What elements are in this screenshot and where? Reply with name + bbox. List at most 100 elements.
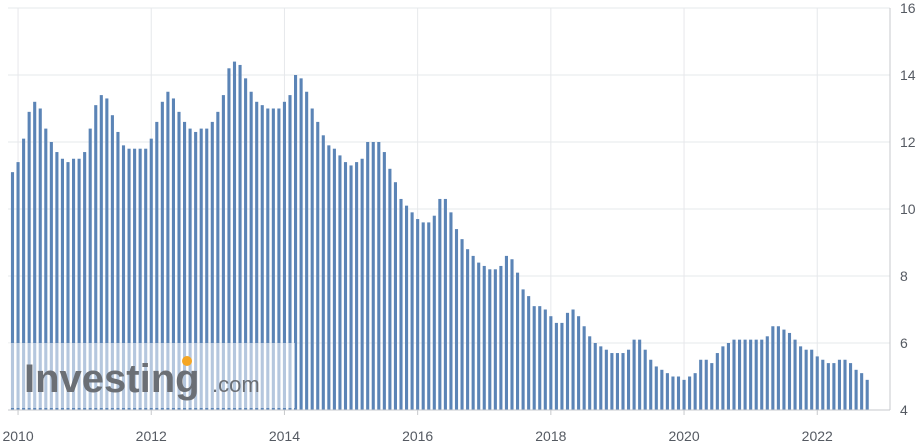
bar — [704, 359, 708, 410]
bar — [849, 363, 853, 410]
bar — [826, 363, 830, 410]
bar — [327, 145, 331, 410]
bar — [160, 101, 164, 411]
bar — [799, 346, 803, 410]
bar — [710, 363, 714, 410]
bar — [83, 152, 87, 411]
bar — [749, 339, 753, 410]
bar — [249, 91, 253, 410]
bar — [127, 148, 131, 410]
bar — [255, 101, 259, 411]
bar — [49, 142, 53, 410]
bar — [571, 309, 575, 410]
bar-series — [10, 61, 869, 411]
bar — [732, 339, 736, 410]
bar — [66, 162, 70, 410]
bar — [654, 366, 658, 410]
bar — [810, 349, 814, 410]
bar — [105, 98, 109, 410]
bar — [477, 262, 481, 410]
bar — [44, 128, 48, 410]
bar — [138, 148, 142, 410]
bar — [516, 272, 520, 410]
bar — [355, 162, 359, 410]
bar — [482, 265, 486, 410]
bar — [405, 205, 409, 410]
bar — [532, 306, 536, 410]
bar — [171, 98, 175, 410]
bar — [743, 339, 747, 410]
bar — [688, 376, 692, 410]
bar — [10, 172, 15, 410]
bar — [166, 91, 170, 410]
x-tick-label: 2022 — [802, 428, 833, 444]
bar — [382, 152, 386, 411]
bar — [77, 158, 81, 410]
bar — [199, 128, 203, 410]
bar — [815, 356, 819, 410]
bar — [16, 162, 20, 410]
investing-watermark: Investing .com — [8, 343, 295, 408]
bar — [149, 138, 153, 410]
bar — [499, 265, 503, 410]
bar — [277, 108, 281, 410]
bar — [527, 296, 531, 410]
bar — [221, 95, 225, 410]
bar — [793, 339, 797, 410]
bar — [549, 316, 553, 410]
bar — [72, 158, 76, 410]
bar — [116, 131, 120, 410]
bar — [349, 165, 353, 410]
bar — [399, 198, 403, 410]
bar — [604, 349, 608, 410]
bar — [865, 379, 869, 410]
bar — [466, 249, 470, 410]
bar — [638, 339, 642, 410]
bar — [388, 168, 392, 410]
bar — [210, 121, 214, 411]
bar — [393, 182, 397, 410]
bar — [177, 111, 181, 410]
bar — [310, 108, 314, 410]
bar — [837, 359, 841, 410]
bar — [610, 353, 614, 410]
bar — [410, 212, 414, 410]
bar — [543, 309, 547, 410]
bar — [377, 142, 381, 410]
bar — [33, 101, 37, 411]
bar — [305, 91, 309, 410]
bar — [266, 108, 270, 410]
y-tick-label: 16 — [900, 0, 916, 16]
bar — [488, 269, 492, 410]
bar — [582, 326, 586, 410]
bar — [316, 121, 320, 411]
bar — [110, 115, 114, 410]
bar — [343, 162, 348, 410]
bar — [577, 316, 581, 410]
y-tick-label: 4 — [900, 402, 908, 418]
bar — [471, 255, 475, 410]
bar — [133, 148, 137, 410]
bar — [854, 369, 858, 410]
bar — [738, 339, 742, 410]
bar — [294, 75, 298, 410]
bar — [843, 359, 847, 410]
bar — [821, 359, 825, 410]
bar — [787, 332, 792, 410]
bar — [88, 128, 92, 410]
bar — [860, 373, 864, 410]
bar — [55, 152, 59, 411]
bar — [371, 142, 375, 410]
bar — [22, 138, 26, 410]
bar — [771, 326, 775, 410]
x-tick-label: 2012 — [136, 428, 167, 444]
bar — [449, 212, 453, 410]
bar — [776, 326, 780, 410]
bar — [155, 121, 159, 411]
bar — [299, 78, 303, 410]
bar — [521, 289, 525, 410]
bar — [632, 339, 636, 410]
bar — [205, 128, 209, 410]
y-tick-label: 10 — [900, 201, 916, 217]
